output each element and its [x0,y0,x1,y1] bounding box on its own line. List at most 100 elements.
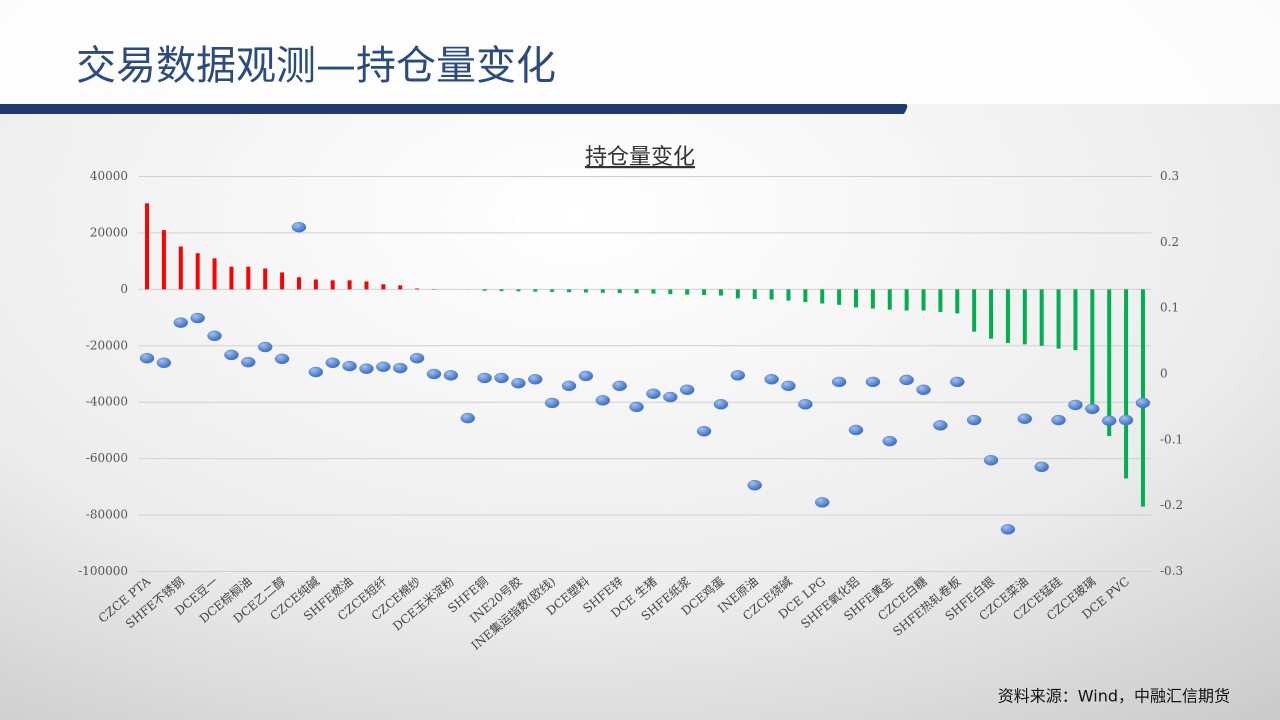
dot [325,357,340,369]
y2-tick-label: 0 [1160,367,1168,381]
bar [1005,289,1010,343]
dot [899,374,914,386]
y-tick-label: -80000 [86,508,128,522]
dot [1017,413,1033,425]
dot [1068,399,1083,411]
bar [229,266,234,290]
bar [786,289,791,301]
dot [460,412,476,424]
dot [966,414,982,426]
bar [854,289,858,308]
dot [257,341,273,353]
bar [600,289,605,293]
y2-tick-label: -0.1 [1160,432,1183,446]
y-tick-label: -20000 [86,338,128,352]
dot [612,380,627,392]
dot [241,356,256,368]
dot [1135,397,1151,409]
dot [646,388,661,399]
dot [190,312,205,324]
bar [989,289,994,339]
dot [781,380,796,392]
bar [398,285,403,290]
dot [983,454,999,466]
dot [848,424,864,436]
dot [814,497,830,508]
dot [342,360,357,372]
dot [696,426,712,437]
source-note: 资料来源：Wind，中融汇信期货 [998,687,1230,706]
slide-title: 交易数据观测—持仓量变化 [76,43,556,89]
bar [1056,289,1061,349]
dot [544,397,560,409]
dot [747,480,762,491]
header-band [0,0,1280,104]
dot [511,377,526,389]
bar [752,289,757,299]
bar [263,268,268,290]
bar [364,281,369,290]
bar [870,289,875,309]
bar [803,289,808,303]
dot [561,380,577,392]
bar [820,289,825,304]
dot [376,361,391,373]
dot [578,370,594,382]
y-tick-label: -60000 [86,451,128,465]
dot [359,363,374,374]
dot [1051,414,1066,426]
bar [195,253,200,290]
dot [713,399,729,410]
bar [702,289,707,295]
bar [1039,289,1044,346]
bar [1124,289,1129,479]
y2-tick-label: 0.3 [1160,169,1179,183]
bar [904,289,909,311]
dot [882,435,898,447]
chart-title: 持仓量变化 [585,145,695,170]
dot [679,384,695,396]
dot [291,221,307,233]
bar [718,289,723,296]
dot [798,399,813,410]
bar [837,289,842,305]
dot [426,368,442,380]
dot [1118,414,1134,426]
bar [567,289,572,293]
dot [1034,461,1049,473]
bar [381,284,386,290]
bar [246,266,251,290]
bar [887,289,892,310]
bar [1090,289,1095,408]
dot [663,391,678,403]
y-tick-label: 20000 [90,225,128,239]
bar [955,289,960,314]
bar [583,289,588,293]
bar [280,272,285,290]
dot [494,372,509,384]
bar [313,279,318,290]
bar [1022,289,1027,345]
dot [207,330,222,342]
bar [668,289,673,295]
bar [1107,289,1112,437]
dot [308,366,324,378]
dot [392,362,408,374]
dot [1101,415,1117,426]
y-tick-label: 0 [120,282,128,296]
bar [651,289,656,294]
bar [685,289,690,295]
dot [173,317,189,328]
bar [972,289,977,332]
dot [156,357,172,369]
bar [533,289,538,292]
bar [499,289,504,292]
bar [296,277,301,290]
bar [617,289,622,294]
bar [145,203,150,290]
dot [1000,524,1016,535]
dot [764,374,779,385]
bar [347,280,352,290]
bar [1073,289,1078,351]
